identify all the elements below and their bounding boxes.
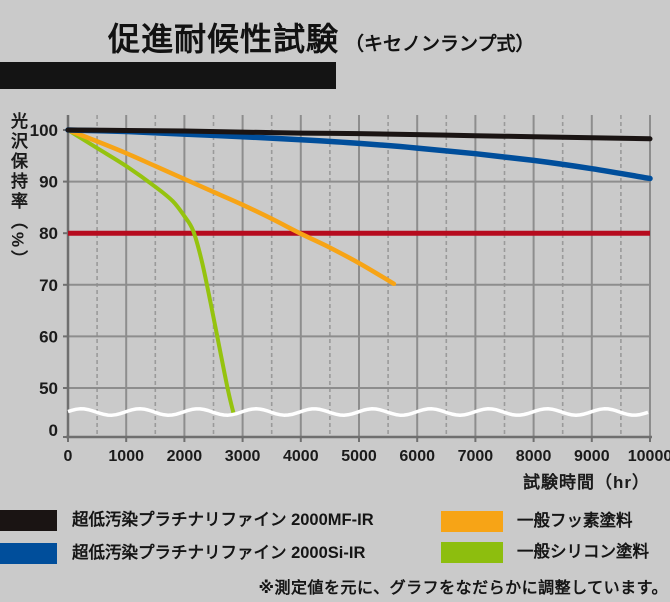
svg-text:80: 80: [39, 224, 58, 243]
svg-text:60: 60: [39, 327, 58, 346]
legend-label-2000mf-ir: 超低汚染プラチナリファイン 2000MF-IR: [72, 511, 374, 529]
svg-text:100: 100: [30, 121, 58, 140]
legend-swatch-2000mf-ir: [0, 510, 57, 531]
svg-text:5000: 5000: [341, 448, 377, 465]
svg-text:50: 50: [39, 379, 58, 398]
legend-swatch-fluorine-paint: [441, 511, 503, 532]
chart-area: 100 90 80 70 60 50 0 0 1000 2000 3000 4000 5000 6000 7…: [0, 95, 670, 500]
y-axis-label: 光沢保持率（%）: [8, 112, 27, 271]
svg-text:7000: 7000: [458, 448, 494, 465]
svg-text:3000: 3000: [225, 448, 261, 465]
x-axis-label: 試験時間（hr）: [523, 473, 650, 492]
legend-label-2000si-ir: 超低汚染プラチナリファイン 2000Si-IR: [72, 544, 366, 562]
svg-text:8000: 8000: [516, 448, 552, 465]
svg-text:90: 90: [39, 173, 58, 192]
title-subtitle: （キセノンランプ式）: [345, 34, 535, 55]
svg-text:0: 0: [64, 448, 73, 465]
svg-text:9000: 9000: [574, 448, 610, 465]
footnote: ※測定値を元に、グラフをなだらかに調整しています。: [258, 580, 668, 597]
svg-text:0: 0: [49, 421, 58, 440]
page-title: 促進耐候性試験 （キセノンランプ式）: [108, 14, 534, 60]
legend-label-fluorine-paint: 一般フッ素塗料: [517, 512, 633, 530]
svg-text:2000: 2000: [167, 448, 203, 465]
svg-text:6000: 6000: [399, 448, 435, 465]
svg-text:1000: 1000: [108, 448, 144, 465]
svg-text:10000: 10000: [628, 448, 670, 465]
svg-text:4000: 4000: [283, 448, 319, 465]
legend-swatch-2000si-ir: [0, 543, 57, 564]
title-underline-bar: [0, 62, 336, 89]
legend-label-silicone-paint: 一般シリコン塗料: [517, 543, 649, 561]
legend-swatch-silicone-paint: [441, 542, 503, 563]
title-text: 促進耐候性試験: [108, 21, 340, 57]
svg-text:70: 70: [39, 276, 58, 295]
